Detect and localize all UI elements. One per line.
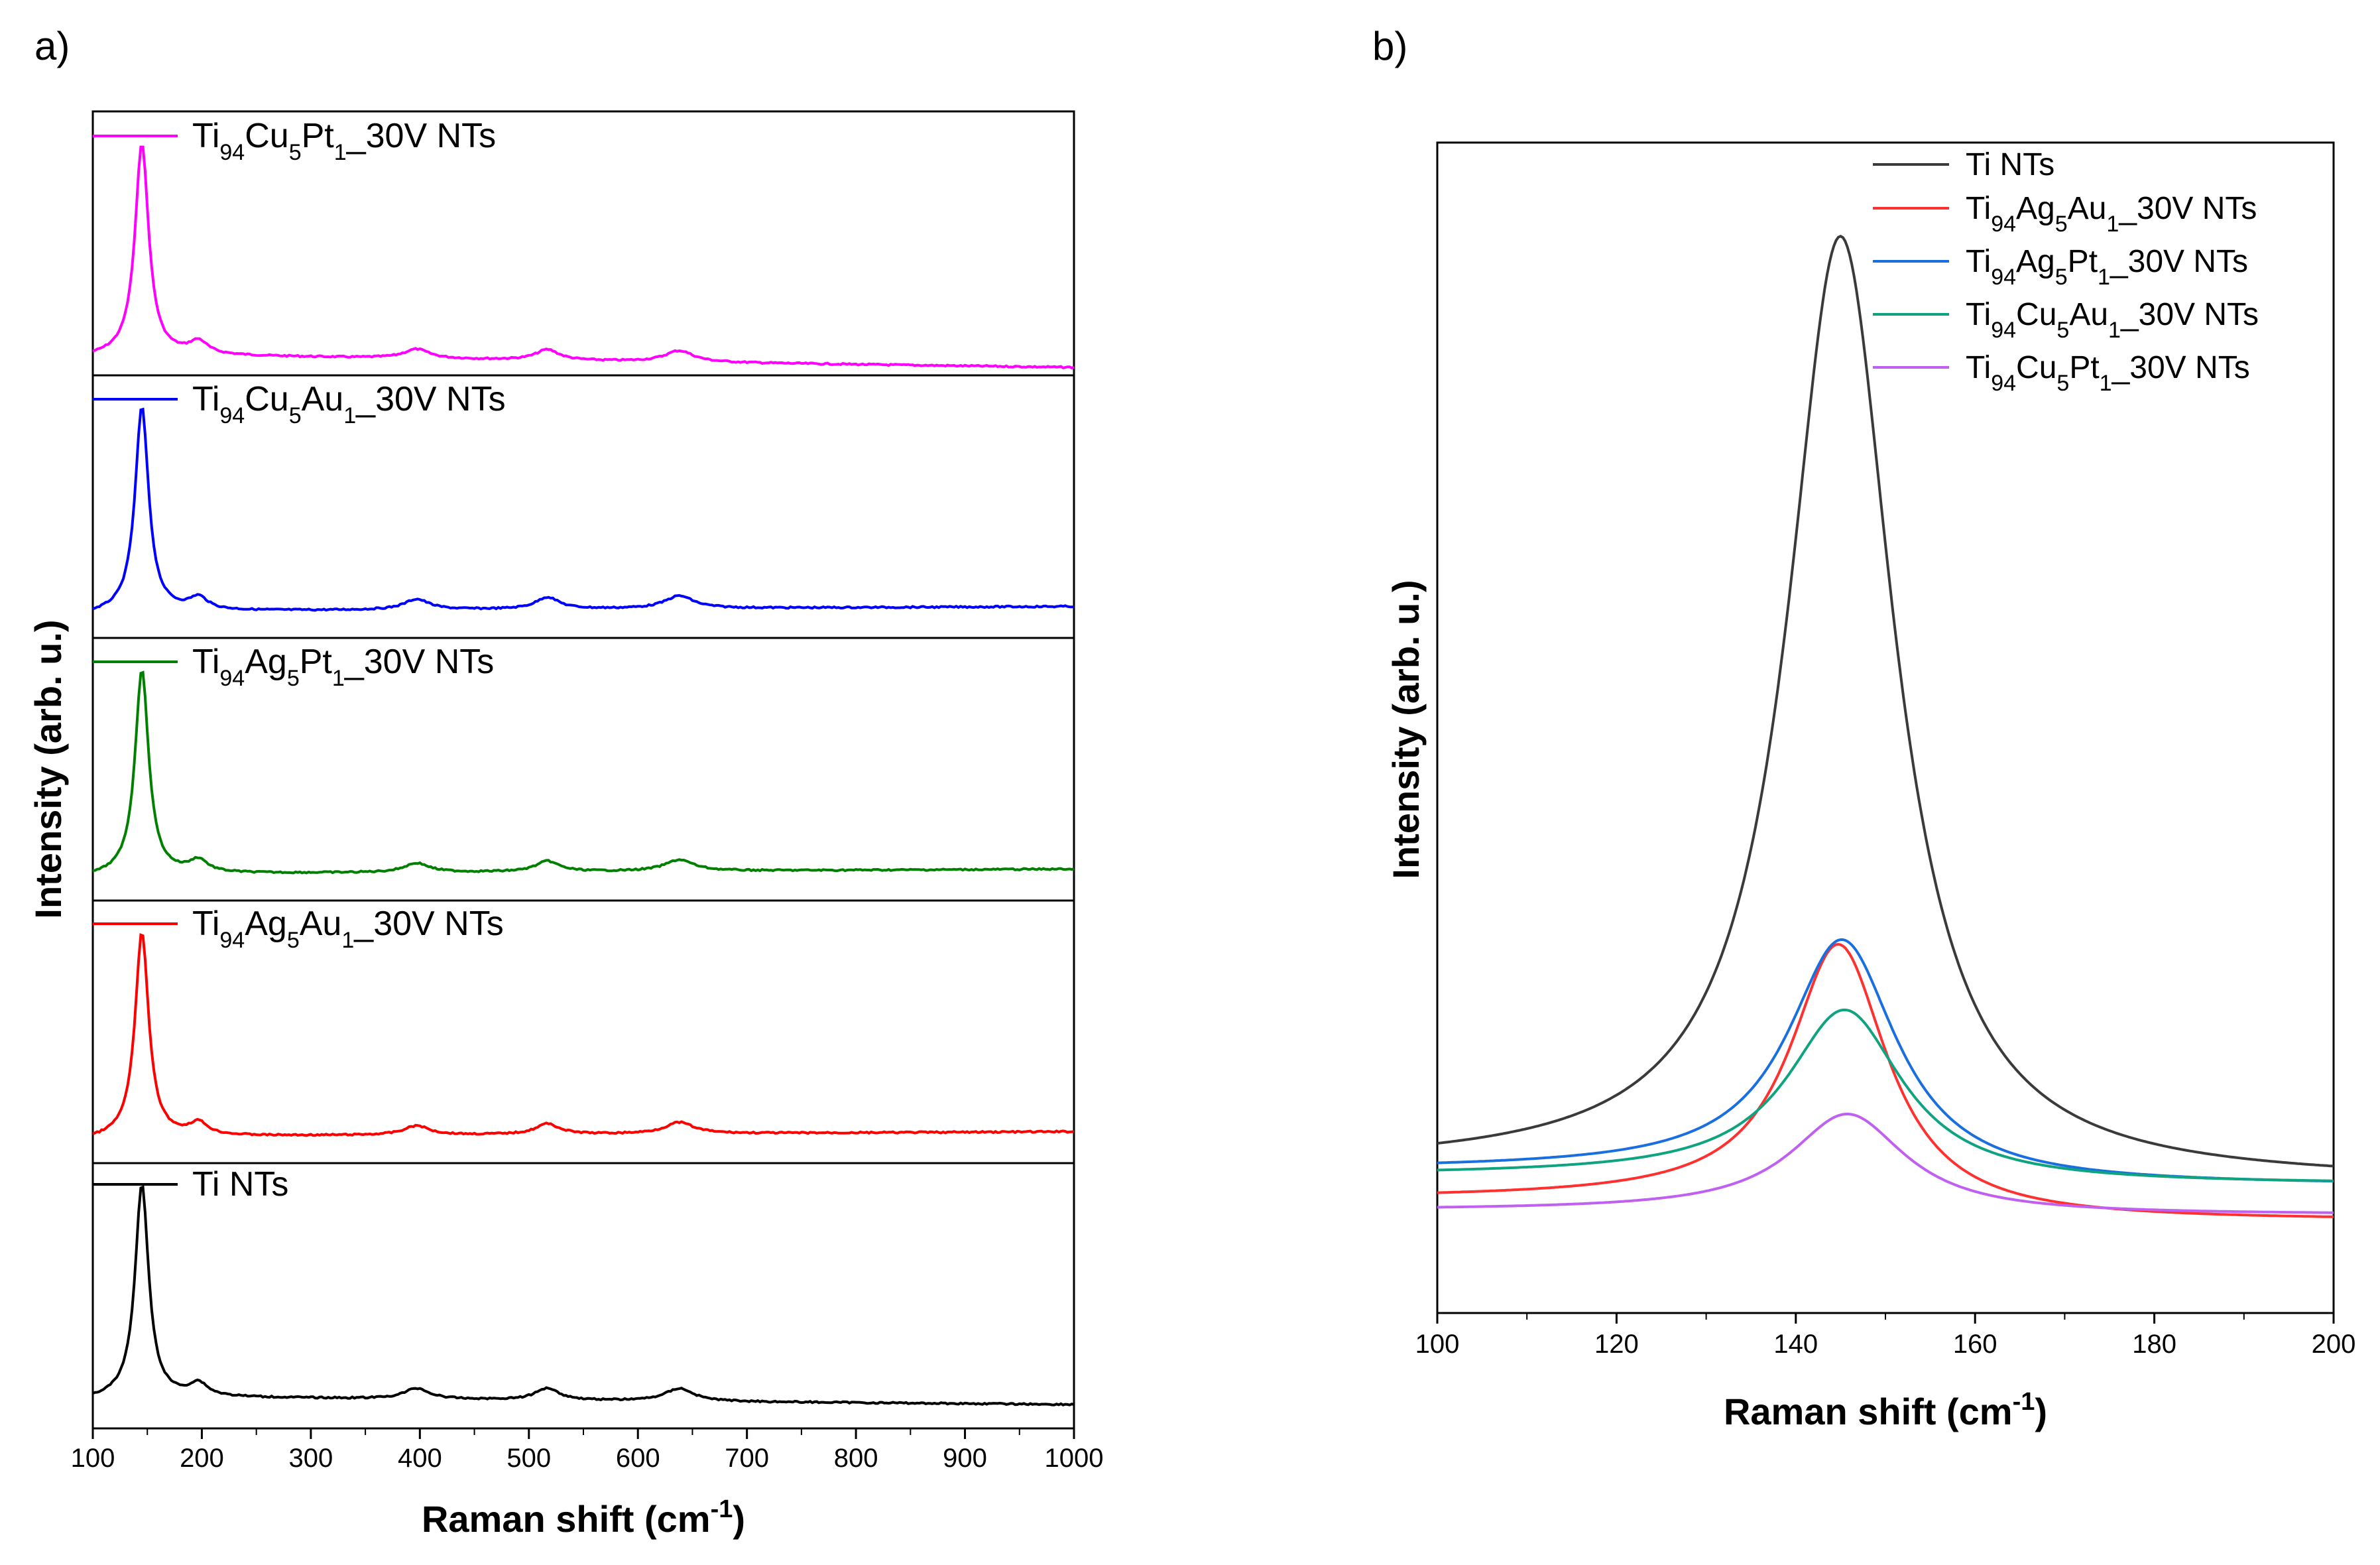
panel-a-x-tick-label: 900 <box>943 1444 987 1473</box>
panel-b-y-axis-title: Intensity (arb. u.) <box>1385 580 1427 879</box>
panel-b: b) Ti NTs Ti94Ag5Au1_30V NTs Ti94Ag5Pt1_… <box>1372 24 2355 1432</box>
panel-b-x-tick-label: 100 <box>1415 1330 1460 1359</box>
legend-label-cuPt-b: Ti94Cu5Pt1_30V NTs <box>1966 350 2250 396</box>
panel-b-x-ticks: 100 120 140 160 180 200 <box>1415 1313 2356 1359</box>
panel-a-x-tick-label: 200 <box>180 1444 224 1473</box>
panel-b-x-tick-label: 160 <box>1953 1330 1997 1359</box>
panel-a-x-tick-label: 400 <box>398 1444 442 1473</box>
panel-a-x-tick-label: 1000 <box>1045 1444 1104 1473</box>
panel-a-frames <box>91 110 1075 1430</box>
panel-a-x-tick-label: 600 <box>616 1444 660 1473</box>
legend-label-ti-b: Ti NTs <box>1966 147 2054 182</box>
series-line-agPt-b <box>1437 938 2334 1183</box>
panel-a-x-tick-label: 500 <box>506 1444 551 1473</box>
series-line-agAu-a <box>92 933 1075 1137</box>
series-line-agPt-a <box>92 670 1075 875</box>
panel-a-legends: Ti94Cu5Pt1_30V NTs Ti94Cu5Au1_30V NTs Ti… <box>93 117 506 1204</box>
panel-b-label: b) <box>1372 24 1407 68</box>
legend-label-agPt-b: Ti94Ag5Pt1_30V NTs <box>1966 244 2248 290</box>
series-line-agAu-b <box>1437 942 2334 1218</box>
panel-a-curves <box>92 145 1075 1407</box>
series-line-cuAu-b <box>1437 1008 2334 1182</box>
panel-b-curves <box>1437 234 2334 1218</box>
panel-a: a) Ti94Cu5Pt1_30V NTs Ti94Cu5Au1_30V NTs… <box>27 24 1103 1540</box>
legend-label-ti-a: Ti NTs <box>192 1165 288 1204</box>
panel-a-x-ticks: 100 200 300 400 500 600 700 800 900 1000 <box>71 1428 1104 1473</box>
series-line-ti-b <box>1437 234 2334 1168</box>
panel-a-y-axis-title: Intensity (arb. u.) <box>27 619 69 918</box>
series-line-ti-a <box>92 1185 1075 1407</box>
legend-label-cuPt-a: Ti94Cu5Pt1_30V NTs <box>192 117 496 165</box>
panel-a-x-axis-title: Raman shift (cm-1) <box>422 1495 745 1540</box>
panel-a-x-tick-label: 100 <box>71 1444 115 1473</box>
panel-b-x-tick-label: 200 <box>2312 1330 2356 1359</box>
legend-label-cuAu-b: Ti94Cu5Au1_30V NTs <box>1966 297 2259 343</box>
panel-a-label: a) <box>34 24 70 68</box>
panel-b-x-axis-title: Raman shift (cm-1) <box>1724 1388 2047 1432</box>
panel-a-x-tick-label: 300 <box>289 1444 333 1473</box>
panel-b-x-tick-label: 120 <box>1594 1330 1639 1359</box>
series-line-cuAu-a <box>92 407 1075 612</box>
panel-a-x-tick-label: 700 <box>725 1444 769 1473</box>
legend-label-agAu-b: Ti94Ag5Au1_30V NTs <box>1966 191 2257 237</box>
panel-b-x-tick-label: 140 <box>1773 1330 1818 1359</box>
series-line-cuPt-a <box>92 145 1075 370</box>
series-line-cuPt-b <box>1437 1112 2334 1214</box>
legend-label-cuAu-a: Ti94Cu5Au1_30V NTs <box>192 380 506 428</box>
panel-b-legend: Ti NTs Ti94Ag5Au1_30V NTs Ti94Ag5Pt1_30V… <box>1873 147 2259 396</box>
legend-label-agAu-a: Ti94Ag5Au1_30V NTs <box>192 905 504 953</box>
legend-label-agPt-a: Ti94Ag5Pt1_30V NTs <box>192 643 494 691</box>
panel-a-x-tick-label: 800 <box>834 1444 878 1473</box>
panel-b-x-tick-label: 180 <box>2132 1330 2176 1359</box>
